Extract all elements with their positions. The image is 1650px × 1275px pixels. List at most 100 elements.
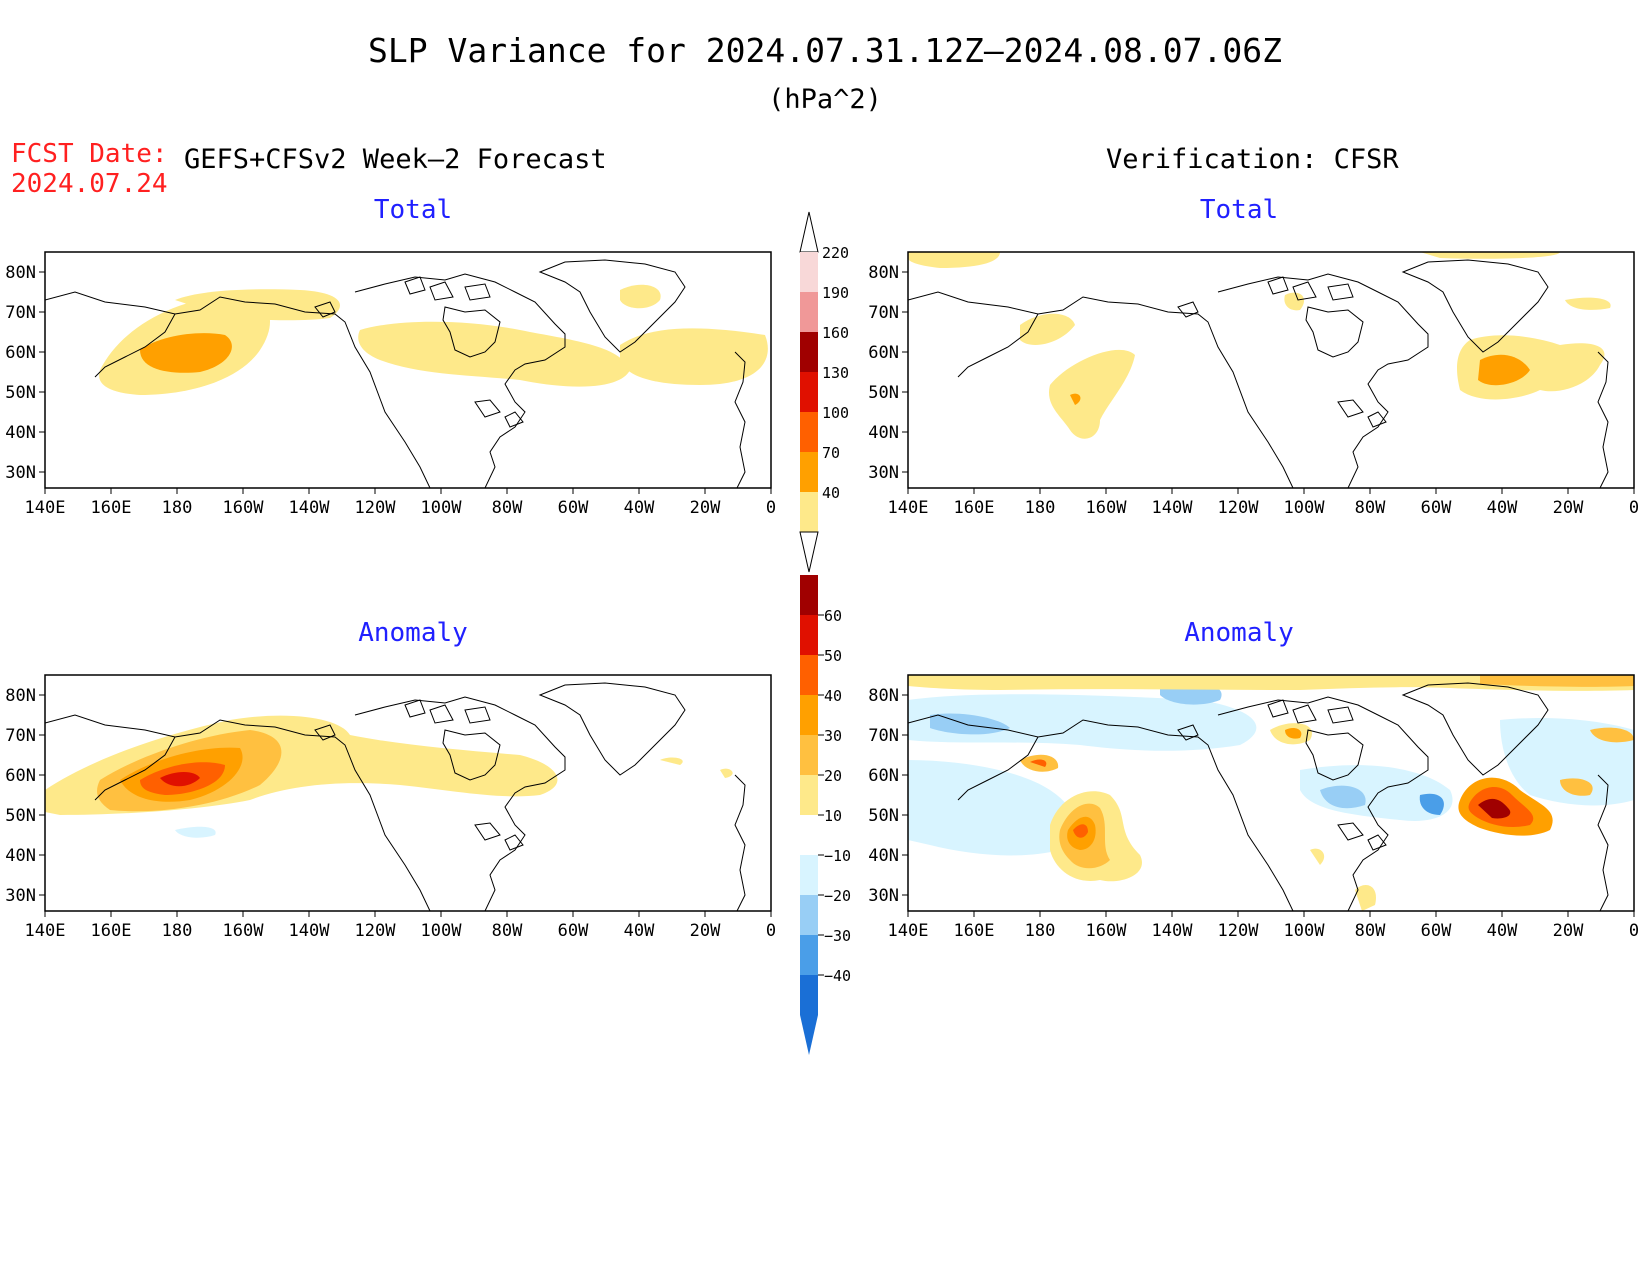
lon-tick-label: 120W	[1218, 498, 1260, 518]
lon-tick-label: 40W	[624, 498, 655, 518]
map-panel-anomaly-forecast	[44, 674, 772, 912]
lat-tick-label: 50N	[5, 806, 36, 826]
colorbar-level-label: 50	[824, 647, 842, 665]
colorbar-level-label: 160	[822, 324, 849, 342]
lat-tick-label: 60N	[868, 766, 899, 786]
lon-tick-label: 120W	[355, 498, 397, 518]
map-panel-total-forecast	[44, 251, 772, 489]
right-column-header: Verification: CFSR	[1106, 144, 1399, 175]
lat-tick-label: 30N	[5, 886, 36, 906]
lon-tick-label: 60W	[558, 921, 589, 941]
colorbar-swatch	[800, 332, 818, 372]
lon-tick-label: 160E	[954, 498, 995, 518]
figure-title: SLP Variance for 2024.07.31.12Z–2024.08.…	[368, 31, 1282, 70]
total-colorbar: 220 190 160 130 100 70 40	[799, 211, 849, 573]
lon-tick-label: 140E	[888, 921, 929, 941]
lon-tick-label: 140E	[25, 921, 66, 941]
map-panel-total-verification	[907, 251, 1635, 489]
lon-tick-label: 100W	[421, 498, 463, 518]
colorbar-swatch	[800, 935, 818, 975]
lat-tick-label: 80N	[868, 686, 899, 706]
lat-tick-label: 30N	[868, 886, 899, 906]
colorbar-level-label: 40	[824, 687, 842, 705]
colorbar-swatch	[800, 452, 818, 492]
lon-tick-label: 100W	[1284, 498, 1326, 518]
map-panel-anomaly-verification	[907, 674, 1635, 912]
lon-tick-label: 180	[162, 498, 193, 518]
lon-tick-label: 140W	[1152, 921, 1194, 941]
lon-tick-label: 100W	[421, 921, 463, 941]
colorbar-swatch	[800, 292, 818, 332]
colorbar-level-label: 190	[822, 284, 849, 302]
lat-tick-label: 70N	[5, 726, 36, 746]
lon-tick-label: 60W	[1421, 498, 1452, 518]
lat-tick-label: 60N	[5, 766, 36, 786]
colorbar-level-label: 20	[824, 767, 842, 785]
colorbar-swatch	[800, 895, 818, 935]
colorbar-swatch	[800, 855, 818, 895]
colorbar-upper-tip	[799, 211, 819, 253]
lon-tick-label: 20W	[1553, 921, 1584, 941]
lon-tick-label: 60W	[1421, 921, 1452, 941]
colorbar-level-label: −10	[824, 847, 851, 865]
colorbar-swatch	[800, 252, 818, 292]
left-column-header: GEFS+CFSv2 Week–2 Forecast	[184, 144, 607, 175]
lon-tick-label: 180	[1025, 921, 1056, 941]
total-verification-title: Total	[1200, 195, 1278, 225]
lat-tick-label: 70N	[868, 303, 899, 323]
lon-tick-label: 140E	[888, 498, 929, 518]
colorbar-swatch	[800, 575, 818, 615]
lon-tick-label: 140W	[289, 921, 331, 941]
lon-tick-label: 140E	[25, 498, 66, 518]
lat-tick-label: 40N	[868, 846, 899, 866]
colorbar-level-label: 30	[824, 727, 842, 745]
lat-tick-label: 50N	[868, 806, 899, 826]
lon-tick-label: 0	[1629, 498, 1639, 518]
lon-tick-label: 140W	[289, 498, 331, 518]
colorbar-level-label: 70	[822, 444, 840, 462]
colorbar-swatch	[800, 695, 818, 735]
lon-tick-label: 140W	[1152, 498, 1194, 518]
anomaly-forecast-title: Anomaly	[358, 618, 468, 648]
colorbar-swatch	[800, 735, 818, 775]
lon-tick-label: 20W	[690, 921, 721, 941]
lon-tick-label: 160W	[1086, 498, 1128, 518]
fcst-date-value: 2024.07.24	[11, 169, 168, 199]
anomaly-shading	[908, 675, 1634, 911]
lon-tick-label: 0	[766, 921, 776, 941]
lon-tick-label: 160W	[223, 921, 265, 941]
lat-tick-label: 50N	[868, 383, 899, 403]
colorbar-level-label: 40	[822, 484, 840, 502]
lon-tick-label: 120W	[1218, 921, 1260, 941]
lat-tick-label: 30N	[5, 463, 36, 483]
total-forecast-title: Total	[374, 195, 452, 225]
variance-shading	[99, 284, 768, 395]
anomaly-verification-title: Anomaly	[1184, 618, 1294, 648]
colorbar-swatch	[800, 492, 818, 532]
lat-tick-label: 40N	[5, 846, 36, 866]
variance-shading	[908, 252, 1611, 439]
colorbar-level-label: 100	[822, 404, 849, 422]
colorbar-level-label: 130	[822, 364, 849, 382]
colorbar-lower-tip	[799, 531, 819, 573]
lat-tick-label: 40N	[5, 423, 36, 443]
lon-tick-label: 160E	[91, 921, 132, 941]
lon-tick-label: 40W	[1487, 921, 1518, 941]
lon-tick-label: 20W	[1553, 498, 1584, 518]
lon-tick-label: 80W	[492, 921, 523, 941]
lat-tick-label: 30N	[868, 463, 899, 483]
colorbar-swatch	[800, 372, 818, 412]
lon-tick-label: 60W	[558, 498, 589, 518]
lat-tick-label: 60N	[5, 343, 36, 363]
lat-tick-label: 80N	[5, 263, 36, 283]
colorbar-swatch	[800, 815, 818, 855]
lon-tick-label: 160E	[954, 921, 995, 941]
lat-tick-label: 60N	[868, 343, 899, 363]
colorbar-swatch	[800, 615, 818, 655]
colorbar-swatch	[800, 975, 818, 1015]
lon-tick-label: 40W	[1487, 498, 1518, 518]
lon-tick-label: 80W	[492, 498, 523, 518]
lon-tick-label: 160W	[223, 498, 265, 518]
colorbar-level-label: −20	[824, 887, 851, 905]
lon-tick-label: 20W	[690, 498, 721, 518]
